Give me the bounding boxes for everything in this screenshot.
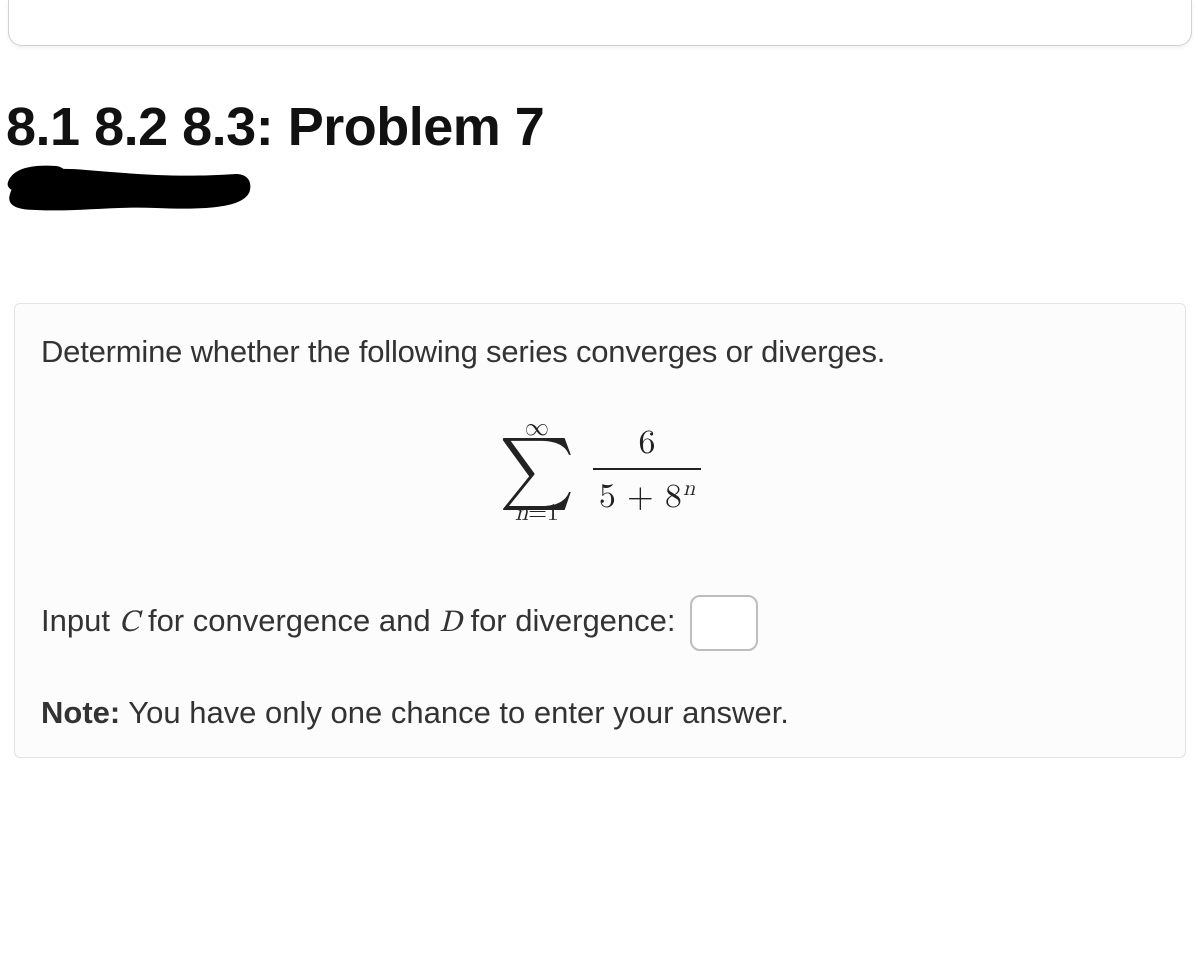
answer-pre: Input <box>41 603 119 638</box>
denominator-base: 5 + 8 <box>599 480 682 514</box>
answer-row: Input C for convergence and D for diverg… <box>41 595 1159 651</box>
title-area: 8.1 8.2 8.3: Problem 7 <box>0 46 1200 223</box>
problem-prompt: Determine whether the following series c… <box>41 334 1159 370</box>
problem-box: Determine whether the following series c… <box>14 303 1186 758</box>
redaction-mark <box>6 160 256 218</box>
page-title: 8.1 8.2 8.3: Problem 7 <box>6 96 1194 158</box>
answer-mid1: for convergence and <box>139 603 439 638</box>
sigma-block: ∞ ∑ n=1 <box>499 416 575 525</box>
note-text: You have only one chance to enter your a… <box>120 695 789 730</box>
answer-input[interactable] <box>690 595 758 651</box>
answer-letter-d: D <box>439 608 462 639</box>
sigma-lower-limit: n=1 <box>515 501 559 525</box>
previous-card-bottom-edge <box>8 0 1192 46</box>
answer-mid2: for divergence: <box>462 603 676 638</box>
denominator-exponent: n <box>683 478 695 500</box>
note-row: Note: You have only one chance to enter … <box>41 695 1159 731</box>
fraction-denominator: 5 + 8n <box>593 470 701 518</box>
answer-text: Input C for convergence and D for diverg… <box>41 603 676 643</box>
sigma-index-var: n <box>515 501 528 525</box>
sigma-symbol: ∑ <box>499 438 575 503</box>
sigma-index-eq: =1 <box>528 501 559 525</box>
fraction-numerator: 6 <box>633 423 662 468</box>
fraction: 6 5 + 8n <box>593 423 701 518</box>
note-label: Note: <box>41 695 120 730</box>
answer-letter-c: C <box>119 608 140 639</box>
series-formula: ∞ ∑ n=1 6 5 + 8n <box>41 416 1159 525</box>
